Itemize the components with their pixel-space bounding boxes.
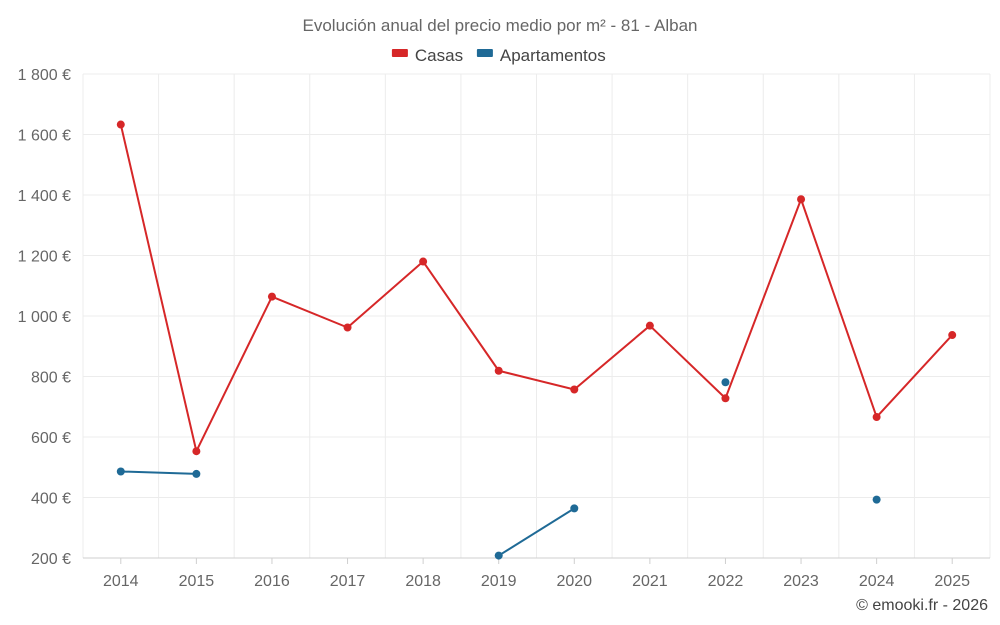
legend-swatch [391, 49, 408, 57]
y-axis: 200 € 400 € 600 € 800 € 1 000 € 1 200 € 1 400 … [18, 67, 71, 568]
y-tick-label: 1 400 € [18, 188, 71, 205]
legend-item-casas[interactable]: Casas [391, 46, 463, 65]
x-tick-label: 2015 [179, 573, 215, 590]
apartamentos-line [120, 470, 197, 475]
credit-text: © emooki.fr - 2026 [856, 597, 988, 614]
apartamentos-point[interactable] [116, 467, 125, 476]
casas-point[interactable] [645, 321, 654, 330]
casas-point[interactable] [797, 195, 806, 204]
casas-point[interactable] [570, 385, 579, 394]
legend-label: Apartamentos [500, 46, 606, 65]
casas-point[interactable] [419, 257, 428, 266]
apartamentos-point[interactable] [192, 469, 201, 478]
apartamentos-point[interactable] [570, 504, 579, 513]
apartamentos-point[interactable] [494, 551, 503, 560]
apartamentos-line [498, 507, 575, 557]
legend: Casas Apartamentos [391, 46, 606, 65]
y-tick-label: 200 € [31, 551, 71, 568]
x-tick-label: 2023 [783, 573, 819, 590]
series-group [116, 120, 957, 560]
apartamentos-point[interactable] [872, 495, 881, 504]
x-tick-label: 2018 [405, 573, 441, 590]
x-axis: 2014 2015 2016 2017 2018 2019 2020 2021 2022 2023… [83, 557, 990, 590]
casas-point[interactable] [872, 413, 881, 422]
casas-line [119, 124, 953, 453]
legend-item-apartamentos[interactable]: Apartamentos [476, 46, 606, 65]
x-tick-label: 2019 [481, 573, 517, 590]
casas-point[interactable] [494, 366, 503, 375]
casas-point[interactable] [192, 447, 201, 456]
casas-point[interactable] [267, 292, 276, 301]
casas-point[interactable] [721, 394, 730, 403]
grid [82, 73, 991, 559]
series-casas [116, 120, 957, 456]
x-tick-label: 2020 [556, 573, 592, 590]
x-tick-label: 2021 [632, 573, 668, 590]
legend-swatch [476, 49, 493, 57]
apartamentos-point[interactable] [721, 378, 730, 387]
x-tick-label: 2017 [330, 573, 366, 590]
y-tick-label: 400 € [31, 491, 71, 508]
series-apartamentos [116, 378, 881, 560]
y-tick-label: 600 € [31, 430, 71, 447]
casas-point[interactable] [948, 331, 957, 340]
y-tick-label: 1 200 € [18, 249, 71, 266]
x-tick-label: 2024 [859, 573, 895, 590]
x-tick-label: 2025 [934, 573, 970, 590]
casas-point[interactable] [116, 120, 125, 129]
casas-point[interactable] [343, 323, 352, 332]
y-tick-label: 800 € [31, 370, 71, 387]
legend-label: Casas [415, 46, 463, 65]
y-tick-label: 1 000 € [18, 309, 71, 326]
y-tick-label: 1 600 € [18, 128, 71, 145]
chart-title: Evolución anual del precio medio por m² … [303, 16, 698, 35]
y-tick-label: 1 800 € [18, 67, 71, 84]
x-tick-label: 2014 [103, 573, 139, 590]
x-tick-label: 2022 [708, 573, 744, 590]
x-tick-label: 2016 [254, 573, 290, 590]
